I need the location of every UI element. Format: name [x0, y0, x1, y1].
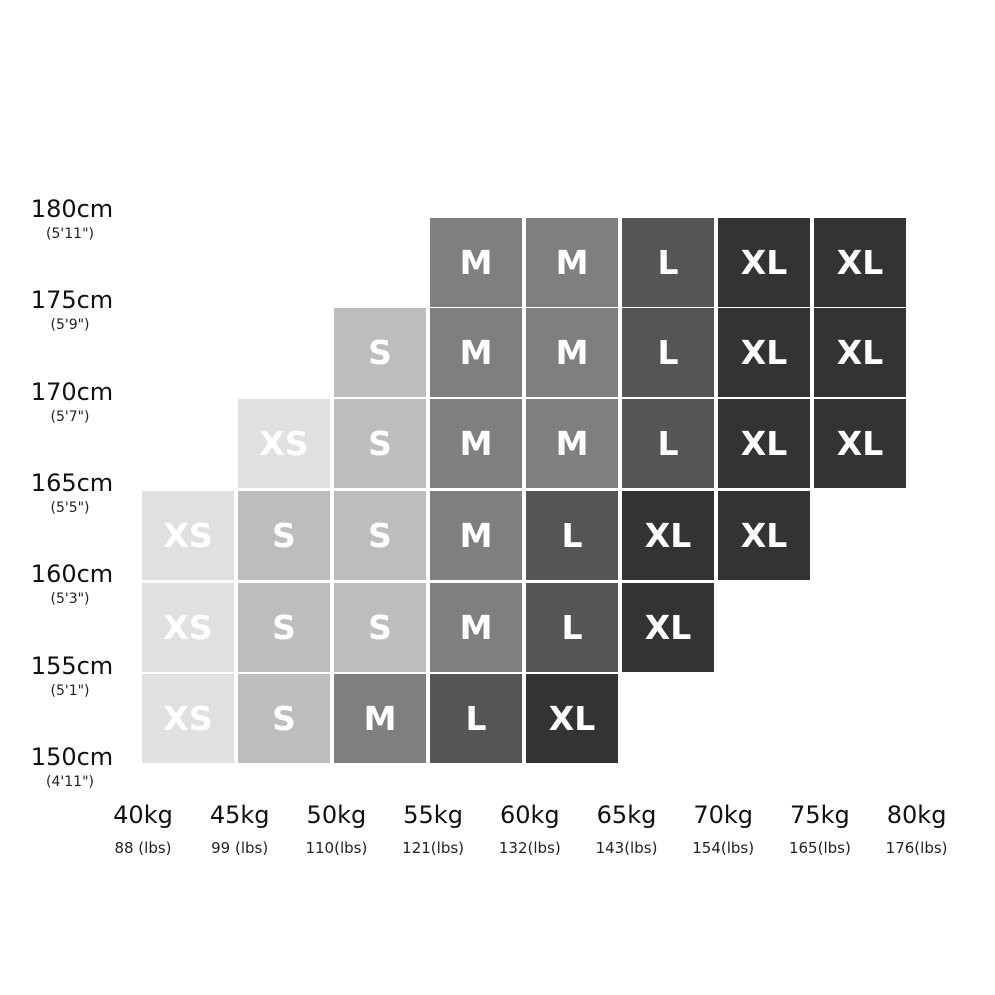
size-cell-m: M: [430, 399, 522, 488]
size-cell-s: S: [238, 491, 330, 580]
size-cell-xl: XL: [622, 583, 714, 672]
size-cell-l: L: [622, 399, 714, 488]
size-cell-m: M: [430, 583, 522, 672]
height-imperial-label: (5'3"): [50, 591, 90, 608]
weight-lbs-label: 132(lbs): [498, 839, 561, 857]
size-cell-xs: XS: [142, 491, 234, 580]
size-cell-xl: XL: [718, 308, 810, 397]
weight-label: 60kg: [499, 801, 560, 829]
weight-lbs-label: 110(lbs): [305, 839, 368, 857]
size-cell-l: L: [526, 583, 618, 672]
size-cell-m: M: [526, 218, 618, 307]
weight-label: 75kg: [790, 801, 850, 829]
size-cell-m: M: [430, 491, 522, 580]
weight-lbs-label: 143(lbs): [595, 839, 658, 857]
height-label: 165cm: [30, 468, 114, 497]
size-cell-l: L: [430, 674, 522, 763]
size-cell-m: M: [334, 674, 426, 763]
height-imperial-label: (5'1"): [50, 682, 90, 699]
weight-lbs-label: 154(lbs): [692, 839, 755, 857]
size-cell-s: S: [334, 583, 426, 672]
weight-lbs-label: 99 (lbs): [211, 839, 269, 857]
weight-lbs-label: 165(lbs): [788, 839, 851, 857]
height-label: 150cm: [30, 742, 114, 771]
height-imperial-label: (5'11"): [46, 226, 94, 242]
weight-label: 45kg: [209, 801, 270, 829]
size-cell-s: S: [334, 491, 426, 580]
size-cell-xs: XS: [142, 583, 234, 672]
size-cell-xs: XS: [142, 674, 234, 763]
size-cell-xl: XL: [718, 218, 810, 307]
size-cell-l: L: [622, 308, 714, 397]
size-cell-m: M: [526, 308, 618, 397]
size-cell-m: M: [430, 308, 522, 397]
size-cell-s: S: [334, 308, 426, 397]
size-cell-xl: XL: [718, 491, 810, 580]
size-cell-m: M: [526, 399, 618, 488]
height-imperial-label: (5'7"): [50, 408, 90, 425]
weight-label: 40kg: [113, 801, 173, 829]
size-cell-s: S: [238, 674, 330, 763]
size-cell-xl: XL: [622, 491, 714, 580]
size-cell-xl: XL: [814, 218, 906, 307]
height-label: 160cm: [30, 560, 114, 589]
height-imperial-label: (5'9"): [50, 317, 90, 334]
height-imperial-label: (5'5"): [50, 499, 90, 516]
weight-label: 50kg: [306, 801, 367, 829]
size-cell-s: S: [334, 399, 426, 488]
height-label: 170cm: [30, 377, 114, 406]
weight-lbs-label: 121(lbs): [402, 839, 465, 857]
size-cell-m: M: [430, 218, 522, 307]
size-cell-xl: XL: [814, 308, 906, 397]
size-cell-xl: XL: [526, 674, 618, 763]
weight-label: 65kg: [596, 801, 657, 829]
height-label: 175cm: [30, 286, 114, 315]
weight-lbs-label: 88 (lbs): [114, 839, 172, 857]
size-cell-xl: XL: [718, 399, 810, 488]
height-imperial-label: (4'11"): [46, 773, 94, 790]
height-label: 155cm: [30, 651, 114, 680]
weight-label: 70kg: [693, 801, 754, 829]
size-cell-xl: XL: [814, 399, 906, 488]
height-label: 180cm: [30, 195, 114, 223]
weight-label: 55kg: [403, 801, 463, 829]
size-cell-l: L: [526, 491, 618, 580]
size-cell-s: S: [238, 583, 330, 672]
size-cell-l: L: [622, 218, 714, 307]
weight-lbs-label: 176(lbs): [885, 839, 948, 857]
size-cell-xs: XS: [238, 399, 330, 488]
weight-label: 80kg: [886, 801, 947, 829]
